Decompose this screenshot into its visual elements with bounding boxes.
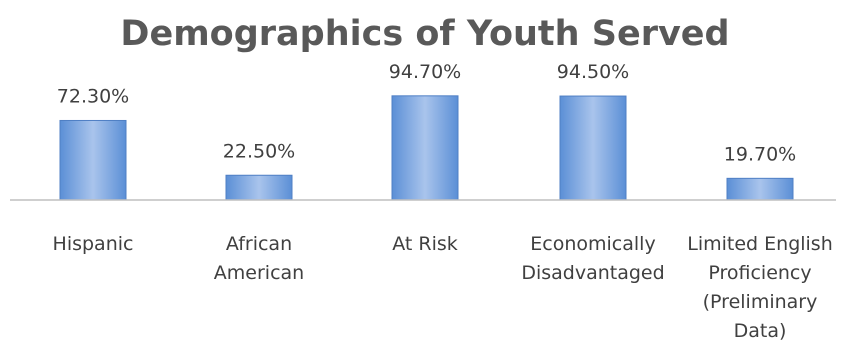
value-label-0: 72.30% (57, 85, 129, 107)
bar-0 (59, 119, 127, 201)
category-label-4-line-1: Proficiency (708, 262, 811, 284)
category-label-group: Hispanic African American At Risk Economical… (53, 233, 833, 342)
category-label-4-line-3: Data) (734, 320, 787, 342)
value-label-4: 19.70% (724, 143, 796, 165)
bar-group (59, 95, 794, 201)
value-label-group: 72.30% 22.50% 94.70% 94.50% 19.70% (57, 61, 796, 166)
category-label-0-line-0: Hispanic (53, 233, 134, 255)
category-label-1-line-1: American (214, 262, 304, 284)
category-label-3-line-1: Disadvantaged (521, 262, 664, 284)
category-label-2: At Risk (392, 233, 458, 255)
bar-2 (391, 95, 459, 201)
value-label-3: 94.50% (557, 61, 629, 83)
bar-3 (559, 95, 627, 201)
value-label-2: 94.70% (389, 61, 461, 83)
category-label-3: Economically Disadvantaged (521, 233, 664, 284)
category-label-0: Hispanic (53, 233, 134, 255)
category-label-2-line-0: At Risk (392, 233, 458, 255)
bar-1 (225, 174, 293, 201)
value-label-1: 22.50% (223, 140, 295, 162)
chart-title: Demographics of Youth Served (120, 14, 729, 54)
category-label-3-line-0: Economically (530, 233, 655, 255)
category-label-4-line-0: Limited English (687, 233, 833, 255)
category-label-4: Limited English Proficiency (Preliminary Da… (687, 233, 833, 342)
category-label-1: African American (214, 233, 304, 284)
category-label-1-line-0: African (226, 233, 292, 255)
category-label-4-line-2: (Preliminary (703, 291, 818, 313)
bar-4 (726, 177, 794, 201)
